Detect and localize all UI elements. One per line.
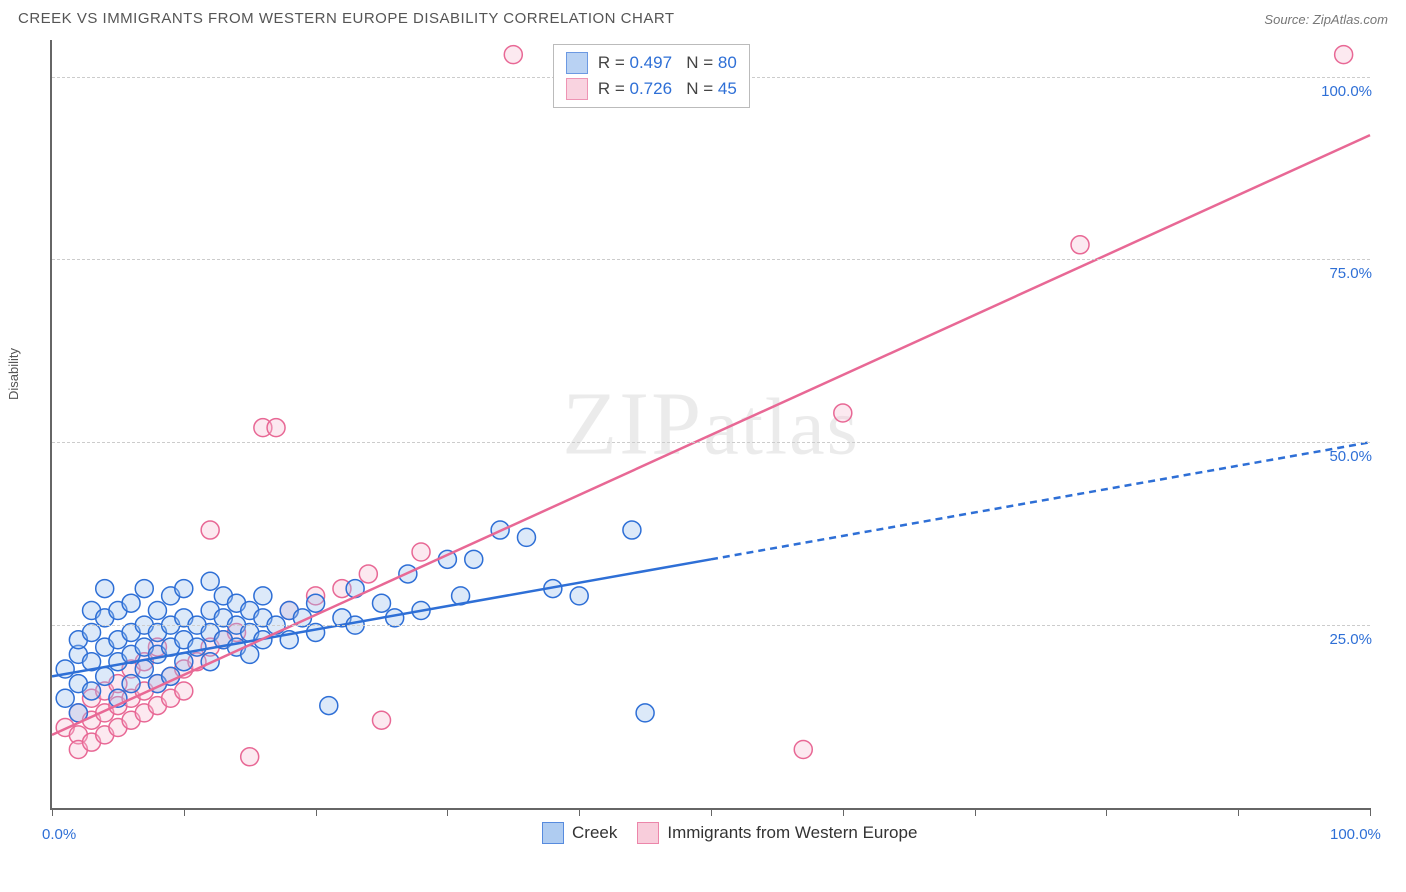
regression-line — [52, 135, 1370, 735]
source-attribution: Source: ZipAtlas.com — [1264, 12, 1388, 27]
scatter-point — [201, 572, 219, 590]
regression-line-extrapolated — [711, 442, 1370, 559]
scatter-point — [254, 587, 272, 605]
x-tick — [711, 808, 712, 816]
y-tick-label: 50.0% — [1329, 448, 1372, 465]
chart-title: CREEK VS IMMIGRANTS FROM WESTERN EUROPE … — [18, 10, 675, 27]
stat-legend-row: R = 0.726 N = 45 — [566, 76, 737, 102]
series-legend-label: Immigrants from Western Europe — [667, 823, 917, 843]
scatter-point — [1071, 236, 1089, 254]
scatter-point — [241, 748, 259, 766]
scatter-point — [517, 528, 535, 546]
scatter-point — [188, 638, 206, 656]
chart-container: CREEK VS IMMIGRANTS FROM WESTERN EUROPE … — [0, 0, 1406, 892]
scatter-point — [56, 689, 74, 707]
scatter-point — [83, 623, 101, 641]
scatter-point — [135, 580, 153, 598]
gridline — [52, 259, 1370, 260]
scatter-point — [267, 419, 285, 437]
source-label: Source: — [1264, 12, 1309, 27]
scatter-point — [307, 623, 325, 641]
header-row: CREEK VS IMMIGRANTS FROM WESTERN EUROPE … — [0, 10, 1406, 27]
scatter-point — [135, 660, 153, 678]
legend-swatch — [637, 822, 659, 844]
scatter-point — [504, 46, 522, 64]
scatter-point — [570, 587, 588, 605]
legend-swatch — [566, 78, 588, 100]
gridline — [52, 442, 1370, 443]
scatter-point — [83, 682, 101, 700]
x-tick-label: 0.0% — [42, 826, 76, 843]
series-legend-label: Creek — [572, 823, 617, 843]
scatter-point — [201, 521, 219, 539]
scatter-point — [96, 580, 114, 598]
x-tick — [1370, 808, 1371, 816]
x-tick-label: 100.0% — [1330, 826, 1381, 843]
y-tick-label: 100.0% — [1321, 83, 1372, 100]
scatter-point — [148, 602, 166, 620]
legend-swatch — [566, 52, 588, 74]
scatter-point — [320, 697, 338, 715]
y-tick-label: 25.0% — [1329, 631, 1372, 648]
x-tick — [975, 808, 976, 816]
scatter-point — [175, 682, 193, 700]
scatter-point — [122, 594, 140, 612]
scatter-point — [122, 675, 140, 693]
series-legend-item: Creek — [542, 822, 617, 844]
stat-legend: R = 0.497 N = 80 R = 0.726 N = 45 — [553, 44, 750, 108]
stat-legend-row: R = 0.497 N = 80 — [566, 50, 737, 76]
scatter-point — [623, 521, 641, 539]
x-tick — [1238, 808, 1239, 816]
x-tick — [843, 808, 844, 816]
scatter-point — [373, 594, 391, 612]
series-legend-item: Immigrants from Western Europe — [637, 822, 917, 844]
scatter-point — [834, 404, 852, 422]
x-tick — [1106, 808, 1107, 816]
x-tick — [52, 808, 53, 816]
legend-swatch — [542, 822, 564, 844]
scatter-point — [373, 711, 391, 729]
plot-svg — [52, 40, 1370, 808]
y-axis-label: Disability — [6, 348, 21, 400]
scatter-point — [307, 594, 325, 612]
scatter-point — [636, 704, 654, 722]
regression-line — [52, 559, 711, 676]
x-tick — [447, 808, 448, 816]
x-tick — [316, 808, 317, 816]
gridline — [52, 625, 1370, 626]
x-tick — [184, 808, 185, 816]
x-tick — [579, 808, 580, 816]
y-tick-label: 75.0% — [1329, 265, 1372, 282]
scatter-point — [412, 543, 430, 561]
series-legend: Creek Immigrants from Western Europe — [542, 822, 917, 844]
source-value: ZipAtlas.com — [1313, 12, 1388, 27]
plot-area: ZIPatlas 25.0%50.0%75.0%100.0%0.0%100.0%… — [50, 40, 1370, 810]
stat-legend-text: R = 0.726 N = 45 — [598, 79, 737, 99]
scatter-point — [1335, 46, 1353, 64]
scatter-point — [96, 667, 114, 685]
scatter-point — [794, 740, 812, 758]
scatter-point — [175, 580, 193, 598]
scatter-point — [465, 550, 483, 568]
scatter-point — [175, 653, 193, 671]
scatter-point — [359, 565, 377, 583]
stat-legend-text: R = 0.497 N = 80 — [598, 53, 737, 73]
